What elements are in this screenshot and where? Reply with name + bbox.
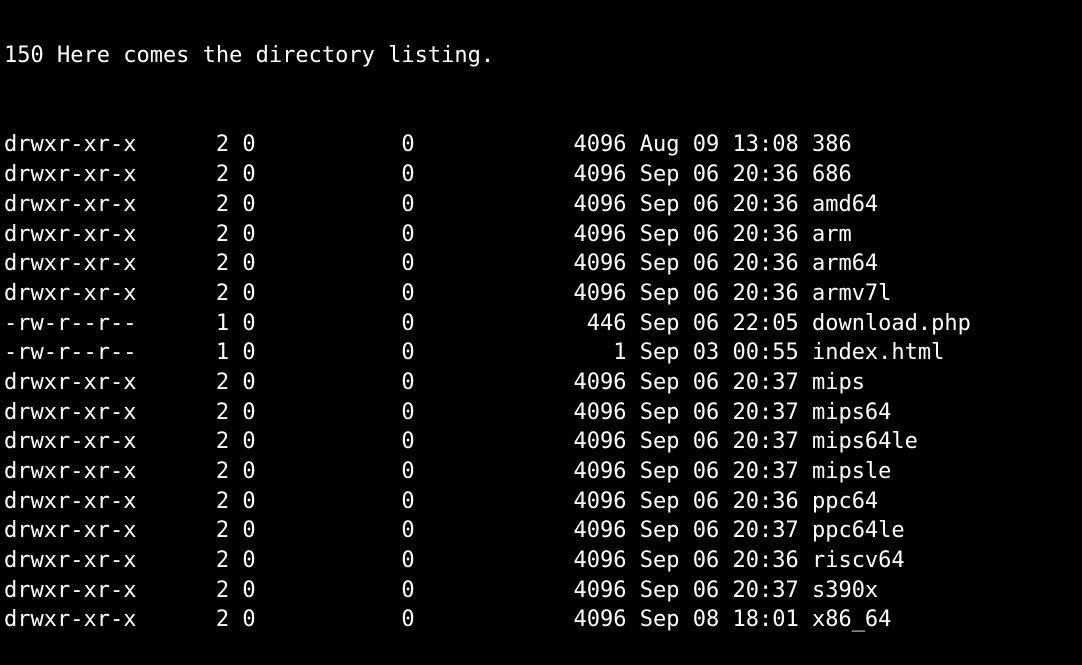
listing-row: drwxr-xr-x 2 0 0 4096 Sep 06 20:37 mipsl… xyxy=(4,457,1078,487)
listing-row: drwxr-xr-x 2 0 0 4096 Sep 06 20:37 ppc64… xyxy=(4,516,1078,546)
listing-row: drwxr-xr-x 2 0 0 4096 Sep 06 20:36 riscv… xyxy=(4,546,1078,576)
listing-row: drwxr-xr-x 2 0 0 4096 Sep 06 20:36 686 xyxy=(4,160,1078,190)
listing-row: drwxr-xr-x 2 0 0 4096 Sep 06 20:36 ppc64 xyxy=(4,487,1078,517)
listing-row: drwxr-xr-x 2 0 0 4096 Sep 06 20:36 arm64 xyxy=(4,249,1078,279)
listing-row: drwxr-xr-x 2 0 0 4096 Sep 06 20:36 armv7… xyxy=(4,279,1078,309)
listing-row: drwxr-xr-x 2 0 0 4096 Sep 06 20:37 s390x xyxy=(4,576,1078,606)
listing-row: drwxr-xr-x 2 0 0 4096 Sep 06 20:36 amd64 xyxy=(4,190,1078,220)
listing-row: drwxr-xr-x 2 0 0 4096 Sep 06 20:37 mips6… xyxy=(4,398,1078,428)
listing-row: drwxr-xr-x 2 0 0 4096 Sep 08 18:01 x86_6… xyxy=(4,605,1078,635)
listing-header: 150 Here comes the directory listing. xyxy=(4,41,1078,71)
terminal-output: 150 Here comes the directory listing. dr… xyxy=(0,0,1082,665)
listing-row: drwxr-xr-x 2 0 0 4096 Sep 06 20:37 mips6… xyxy=(4,427,1078,457)
listing-row: -rw-r--r-- 1 0 0 446 Sep 06 22:05 downlo… xyxy=(4,309,1078,339)
listing-row: drwxr-xr-x 2 0 0 4096 Sep 06 20:36 arm xyxy=(4,220,1078,250)
listing-row: -rw-r--r-- 1 0 0 1 Sep 03 00:55 index.ht… xyxy=(4,338,1078,368)
listing-row: drwxr-xr-x 2 0 0 4096 Aug 09 13:08 386 xyxy=(4,130,1078,160)
listing-row: drwxr-xr-x 2 0 0 4096 Sep 06 20:37 mips xyxy=(4,368,1078,398)
